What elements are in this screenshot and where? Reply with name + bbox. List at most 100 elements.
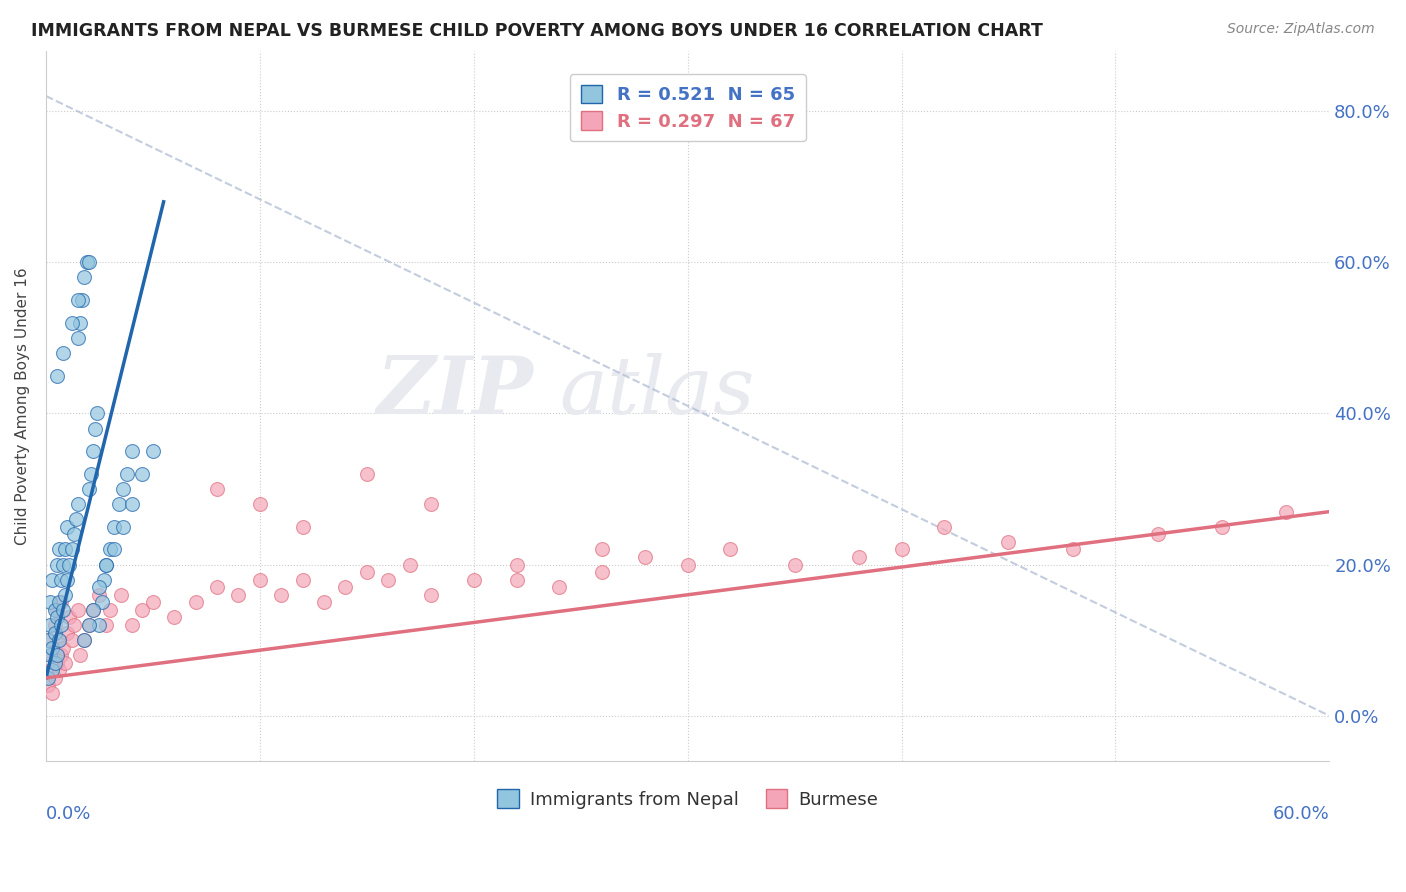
Point — [39, 648, 62, 663]
Point — [37, 671, 59, 685]
Point — [41, 648, 63, 663]
Point — [356, 565, 378, 579]
Point — [53, 656, 76, 670]
Point — [39, 595, 62, 609]
Point — [131, 603, 153, 617]
Point — [98, 542, 121, 557]
Point — [80, 467, 103, 481]
Point — [65, 512, 87, 526]
Point — [848, 549, 870, 564]
Point — [67, 603, 90, 617]
Point — [82, 603, 104, 617]
Point — [41, 664, 63, 678]
Point — [548, 580, 571, 594]
Point — [77, 255, 100, 269]
Point — [39, 633, 62, 648]
Point — [94, 618, 117, 632]
Point — [121, 618, 143, 632]
Legend: Immigrants from Nepal, Burmese: Immigrants from Nepal, Burmese — [489, 782, 886, 816]
Point — [997, 534, 1019, 549]
Point — [249, 573, 271, 587]
Point — [41, 573, 63, 587]
Point — [505, 573, 527, 587]
Point — [110, 588, 132, 602]
Point — [52, 603, 75, 617]
Point — [249, 497, 271, 511]
Point — [49, 648, 72, 663]
Point — [205, 482, 228, 496]
Point — [142, 595, 165, 609]
Point — [77, 618, 100, 632]
Point — [48, 664, 70, 678]
Point — [111, 482, 134, 496]
Point — [228, 588, 250, 602]
Point — [73, 633, 96, 648]
Point — [53, 588, 76, 602]
Point — [312, 595, 335, 609]
Point — [48, 633, 70, 648]
Point — [48, 633, 70, 648]
Point — [52, 640, 75, 655]
Point — [45, 558, 67, 572]
Point — [463, 573, 485, 587]
Point — [45, 603, 67, 617]
Text: 0.0%: 0.0% — [46, 805, 91, 823]
Point — [60, 316, 83, 330]
Point — [93, 573, 115, 587]
Point — [121, 444, 143, 458]
Point — [48, 595, 70, 609]
Point — [77, 618, 100, 632]
Point — [73, 270, 96, 285]
Point — [82, 444, 104, 458]
Point — [934, 520, 956, 534]
Point — [142, 444, 165, 458]
Point — [270, 588, 292, 602]
Point — [420, 588, 443, 602]
Point — [356, 467, 378, 481]
Point — [39, 618, 62, 632]
Point — [1211, 520, 1233, 534]
Point — [103, 520, 125, 534]
Point — [103, 542, 125, 557]
Point — [41, 686, 63, 700]
Text: IMMIGRANTS FROM NEPAL VS BURMESE CHILD POVERTY AMONG BOYS UNDER 16 CORRELATION C: IMMIGRANTS FROM NEPAL VS BURMESE CHILD P… — [31, 22, 1043, 40]
Point — [420, 497, 443, 511]
Point — [67, 331, 90, 345]
Point — [131, 467, 153, 481]
Point — [783, 558, 806, 572]
Text: 60.0%: 60.0% — [1272, 805, 1329, 823]
Point — [89, 618, 111, 632]
Point — [117, 467, 139, 481]
Text: atlas: atlas — [560, 353, 755, 431]
Point — [591, 565, 613, 579]
Point — [77, 482, 100, 496]
Point — [49, 618, 72, 632]
Point — [60, 542, 83, 557]
Point — [41, 640, 63, 655]
Point — [676, 558, 699, 572]
Point — [1275, 505, 1298, 519]
Point — [94, 558, 117, 572]
Point — [163, 610, 186, 624]
Point — [890, 542, 912, 557]
Point — [82, 603, 104, 617]
Point — [45, 648, 67, 663]
Point — [335, 580, 357, 594]
Point — [90, 595, 112, 609]
Point — [45, 656, 67, 670]
Point — [89, 588, 111, 602]
Point — [44, 625, 66, 640]
Point — [76, 255, 98, 269]
Point — [72, 293, 94, 307]
Point — [89, 580, 111, 594]
Point — [205, 580, 228, 594]
Point — [62, 618, 84, 632]
Point — [56, 520, 79, 534]
Point — [591, 542, 613, 557]
Point — [98, 603, 121, 617]
Point — [58, 558, 80, 572]
Point — [56, 573, 79, 587]
Point — [44, 603, 66, 617]
Point — [60, 633, 83, 648]
Point — [48, 542, 70, 557]
